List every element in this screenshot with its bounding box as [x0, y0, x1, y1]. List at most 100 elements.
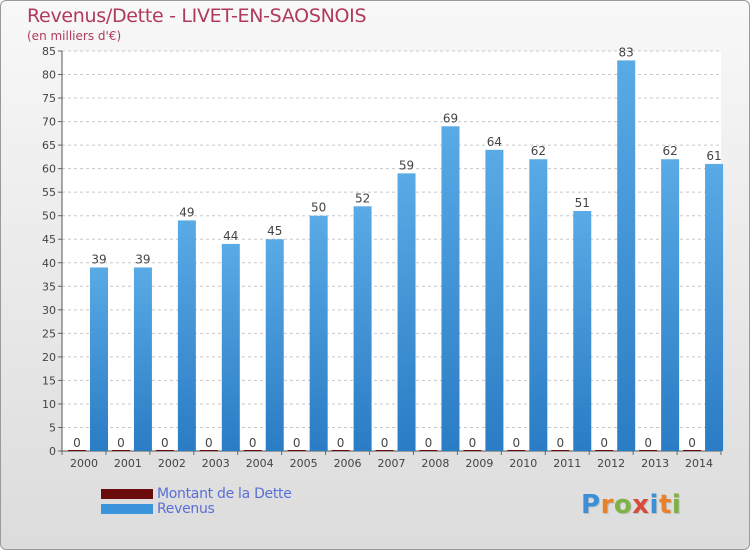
plot-area [62, 51, 721, 451]
y-tick-label: 15 [42, 374, 56, 387]
bar-revenus [485, 149, 504, 451]
y-tick-label: 20 [42, 351, 56, 364]
bar-revenus [441, 126, 460, 451]
x-tick-label: 2001 [114, 457, 142, 470]
x-tick-label: 2002 [158, 457, 186, 470]
legend-swatch-dette [101, 488, 153, 499]
x-tick-label: 2003 [202, 457, 230, 470]
x-tick-label: 2008 [421, 457, 449, 470]
y-tick-label: 70 [42, 116, 56, 129]
bar-revenus [309, 215, 328, 451]
x-tick-label: 2014 [685, 457, 713, 470]
y-tick-label: 75 [42, 92, 56, 105]
data-label-revenus: 51 [575, 196, 590, 210]
bar-dette [287, 450, 306, 451]
bar-dette [375, 450, 394, 451]
data-label-dette: 0 [73, 436, 81, 450]
bar-dette [595, 450, 614, 451]
y-tick-label: 65 [42, 139, 56, 152]
bar-dette [111, 450, 130, 451]
bar-dette [419, 450, 438, 451]
bar-revenus [397, 173, 416, 451]
data-label-revenus: 83 [619, 45, 634, 59]
logo-letter: x [632, 490, 650, 520]
data-label-dette: 0 [556, 436, 564, 450]
legend-item-revenus: Revenus [101, 501, 292, 517]
bar-revenus [573, 211, 592, 451]
data-label-dette: 0 [293, 436, 301, 450]
data-label-dette: 0 [425, 436, 433, 450]
proxiti-logo: Proxiti [581, 490, 681, 520]
bar-dette [683, 450, 702, 451]
data-label-dette: 0 [205, 436, 213, 450]
legend-label-dette: Montant de la Dette [157, 485, 292, 502]
x-tick-label: 2000 [70, 457, 98, 470]
x-tick-label: 2005 [290, 457, 318, 470]
data-label-revenus: 62 [662, 144, 677, 158]
data-label-dette: 0 [249, 436, 257, 450]
data-label-revenus: 49 [179, 205, 194, 219]
bar-revenus [661, 159, 680, 451]
x-tick-label: 2012 [597, 457, 625, 470]
logo-letter: P [581, 490, 601, 520]
y-tick-label: 5 [49, 421, 56, 434]
y-tick-label: 50 [42, 210, 56, 223]
data-label-dette: 0 [337, 436, 345, 450]
bar-dette [243, 450, 262, 451]
data-label-revenus: 64 [487, 135, 502, 149]
logo-letter: r [600, 490, 614, 520]
data-label-dette: 0 [381, 436, 389, 450]
legend: Montant de la Dette Revenus [101, 485, 292, 517]
bar-dette [463, 450, 482, 451]
legend-item-dette: Montant de la Dette [101, 485, 292, 502]
data-label-revenus: 61 [706, 149, 721, 163]
bar-dette [551, 450, 570, 451]
y-tick-label: 85 [42, 45, 56, 58]
x-tick-label: 2007 [378, 457, 406, 470]
y-tick-label: 55 [42, 186, 56, 199]
x-tick-label: 2013 [641, 457, 669, 470]
y-tick-label: 25 [42, 327, 56, 340]
data-label-revenus: 59 [399, 158, 414, 172]
y-tick-label: 80 [42, 69, 56, 82]
bar-revenus [617, 60, 636, 451]
data-label-dette: 0 [644, 436, 652, 450]
x-tick-label: 2009 [465, 457, 493, 470]
chart-subtitle: (en milliers d'€) [27, 29, 122, 43]
y-tick-label: 60 [42, 163, 56, 176]
y-tick-label: 10 [42, 398, 56, 411]
data-label-revenus: 39 [135, 252, 150, 266]
bar-dette [155, 450, 174, 451]
bar-dette [331, 450, 350, 451]
data-label-revenus: 69 [443, 111, 458, 125]
data-label-dette: 0 [117, 436, 125, 450]
data-label-revenus: 52 [355, 191, 370, 205]
bar-revenus [177, 220, 196, 451]
bar-dette [68, 450, 86, 451]
x-tick-label: 2011 [553, 457, 581, 470]
data-label-dette: 0 [161, 436, 169, 450]
data-label-revenus: 45 [267, 224, 282, 238]
bar-revenus [221, 243, 240, 451]
bar-dette [507, 450, 526, 451]
y-tick-label: 0 [49, 445, 56, 458]
data-label-revenus: 44 [223, 229, 238, 243]
x-tick-label: 2006 [334, 457, 362, 470]
data-label-revenus: 50 [311, 201, 326, 215]
legend-swatch-revenus [101, 503, 153, 514]
logo-letter: i [649, 490, 659, 520]
x-tick-label: 2004 [246, 457, 274, 470]
x-tick-label: 2010 [509, 457, 537, 470]
bar-revenus [265, 239, 284, 451]
bar-revenus [529, 159, 548, 451]
logo-letter: i [671, 490, 682, 520]
y-tick-label: 40 [42, 257, 56, 270]
bar-dette [199, 450, 218, 451]
data-label-dette: 0 [600, 436, 608, 450]
y-tick-label: 35 [42, 280, 56, 293]
bar-revenus [133, 267, 152, 451]
data-label-dette: 0 [469, 436, 477, 450]
logo-letter: t [658, 490, 672, 520]
data-label-dette: 0 [513, 436, 521, 450]
